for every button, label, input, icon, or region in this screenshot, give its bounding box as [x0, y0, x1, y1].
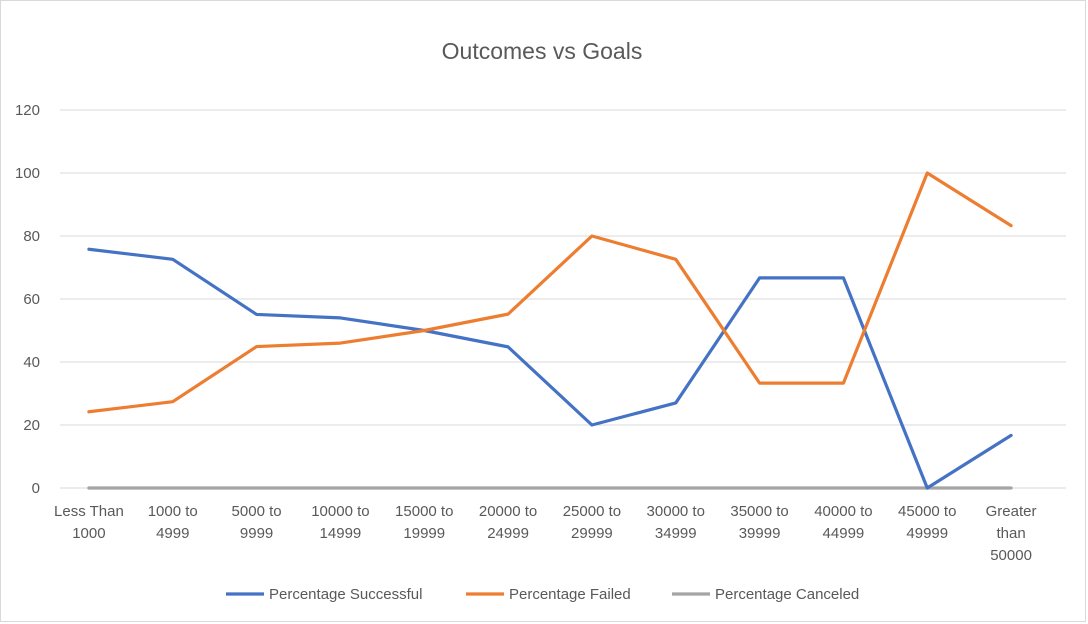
- y-tick-label: 80: [23, 228, 40, 245]
- y-tick-label: 0: [32, 480, 40, 497]
- x-tick-label-line: 20000 to: [479, 503, 537, 520]
- chart-title: Outcomes vs Goals: [442, 38, 643, 64]
- x-axis-ticks: Less Than 1000 1000 to 4999 5000 to 9999 10000…: [54, 503, 1036, 564]
- x-tick-label-line: 30000 to: [647, 503, 705, 520]
- x-tick-label: 10000 to 14999: [311, 503, 369, 542]
- x-tick-label-line: 10000 to: [311, 503, 369, 520]
- y-tick-label: 100: [15, 165, 40, 182]
- x-tick-label-line: 49999: [906, 525, 948, 542]
- x-tick-label-line: 9999: [240, 525, 273, 542]
- x-tick-label: 30000 to 34999: [647, 503, 705, 542]
- x-tick-label: Greater than 50000: [986, 503, 1037, 564]
- x-tick-label-line: 45000 to: [898, 503, 956, 520]
- x-tick-label-line: 39999: [739, 525, 781, 542]
- x-tick-label: 20000 to 24999: [479, 503, 537, 542]
- legend-label: Percentage Canceled: [715, 586, 859, 603]
- y-tick-label: 120: [15, 102, 40, 119]
- x-tick-label-line: 24999: [487, 525, 529, 542]
- x-tick-label-line: Greater: [986, 503, 1037, 520]
- series-line-0: [87, 247, 1013, 490]
- y-axis-ticks: 0 20 40 60 80 100 120: [15, 102, 40, 497]
- x-tick-label: 45000 to 49999: [898, 503, 956, 542]
- series-lines: [87, 171, 1013, 490]
- x-tick-label: 1000 to 4999: [148, 503, 198, 542]
- x-tick-label-line: 15000 to: [395, 503, 453, 520]
- x-tick-label-line: 4999: [156, 525, 189, 542]
- x-tick-label-line: 5000 to: [232, 503, 282, 520]
- x-tick-label-line: 40000 to: [814, 503, 872, 520]
- y-tick-label: 60: [23, 291, 40, 308]
- x-tick-label-line: 1000: [72, 525, 105, 542]
- x-tick-label: 35000 to 39999: [730, 503, 788, 542]
- x-tick-label-line: than: [996, 525, 1025, 542]
- legend: Percentage Successful Percentage Failed Pe…: [226, 586, 859, 603]
- x-tick-label-line: 50000: [990, 547, 1032, 564]
- series-line-1: [87, 171, 1013, 414]
- x-tick-label: 40000 to 44999: [814, 503, 872, 542]
- x-tick-label-line: 44999: [823, 525, 865, 542]
- x-tick-label-line: 25000 to: [563, 503, 621, 520]
- x-tick-label-line: 1000 to: [148, 503, 198, 520]
- y-tick-label: 20: [23, 417, 40, 434]
- x-tick-label-line: 19999: [403, 525, 445, 542]
- x-tick-label: 25000 to 29999: [563, 503, 621, 542]
- y-tick-label: 40: [23, 354, 40, 371]
- x-tick-label-line: 14999: [320, 525, 362, 542]
- x-tick-label: Less Than 1000: [54, 503, 124, 542]
- x-tick-label-line: 34999: [655, 525, 697, 542]
- legend-label: Percentage Failed: [509, 586, 631, 603]
- x-tick-label-line: 29999: [571, 525, 613, 542]
- x-tick-label-line: 35000 to: [730, 503, 788, 520]
- x-tick-label: 5000 to 9999: [232, 503, 282, 542]
- x-tick-label: 15000 to 19999: [395, 503, 453, 542]
- x-tick-label-line: Less Than: [54, 503, 124, 520]
- gridlines: [60, 109, 1066, 489]
- legend-label: Percentage Successful: [269, 586, 422, 603]
